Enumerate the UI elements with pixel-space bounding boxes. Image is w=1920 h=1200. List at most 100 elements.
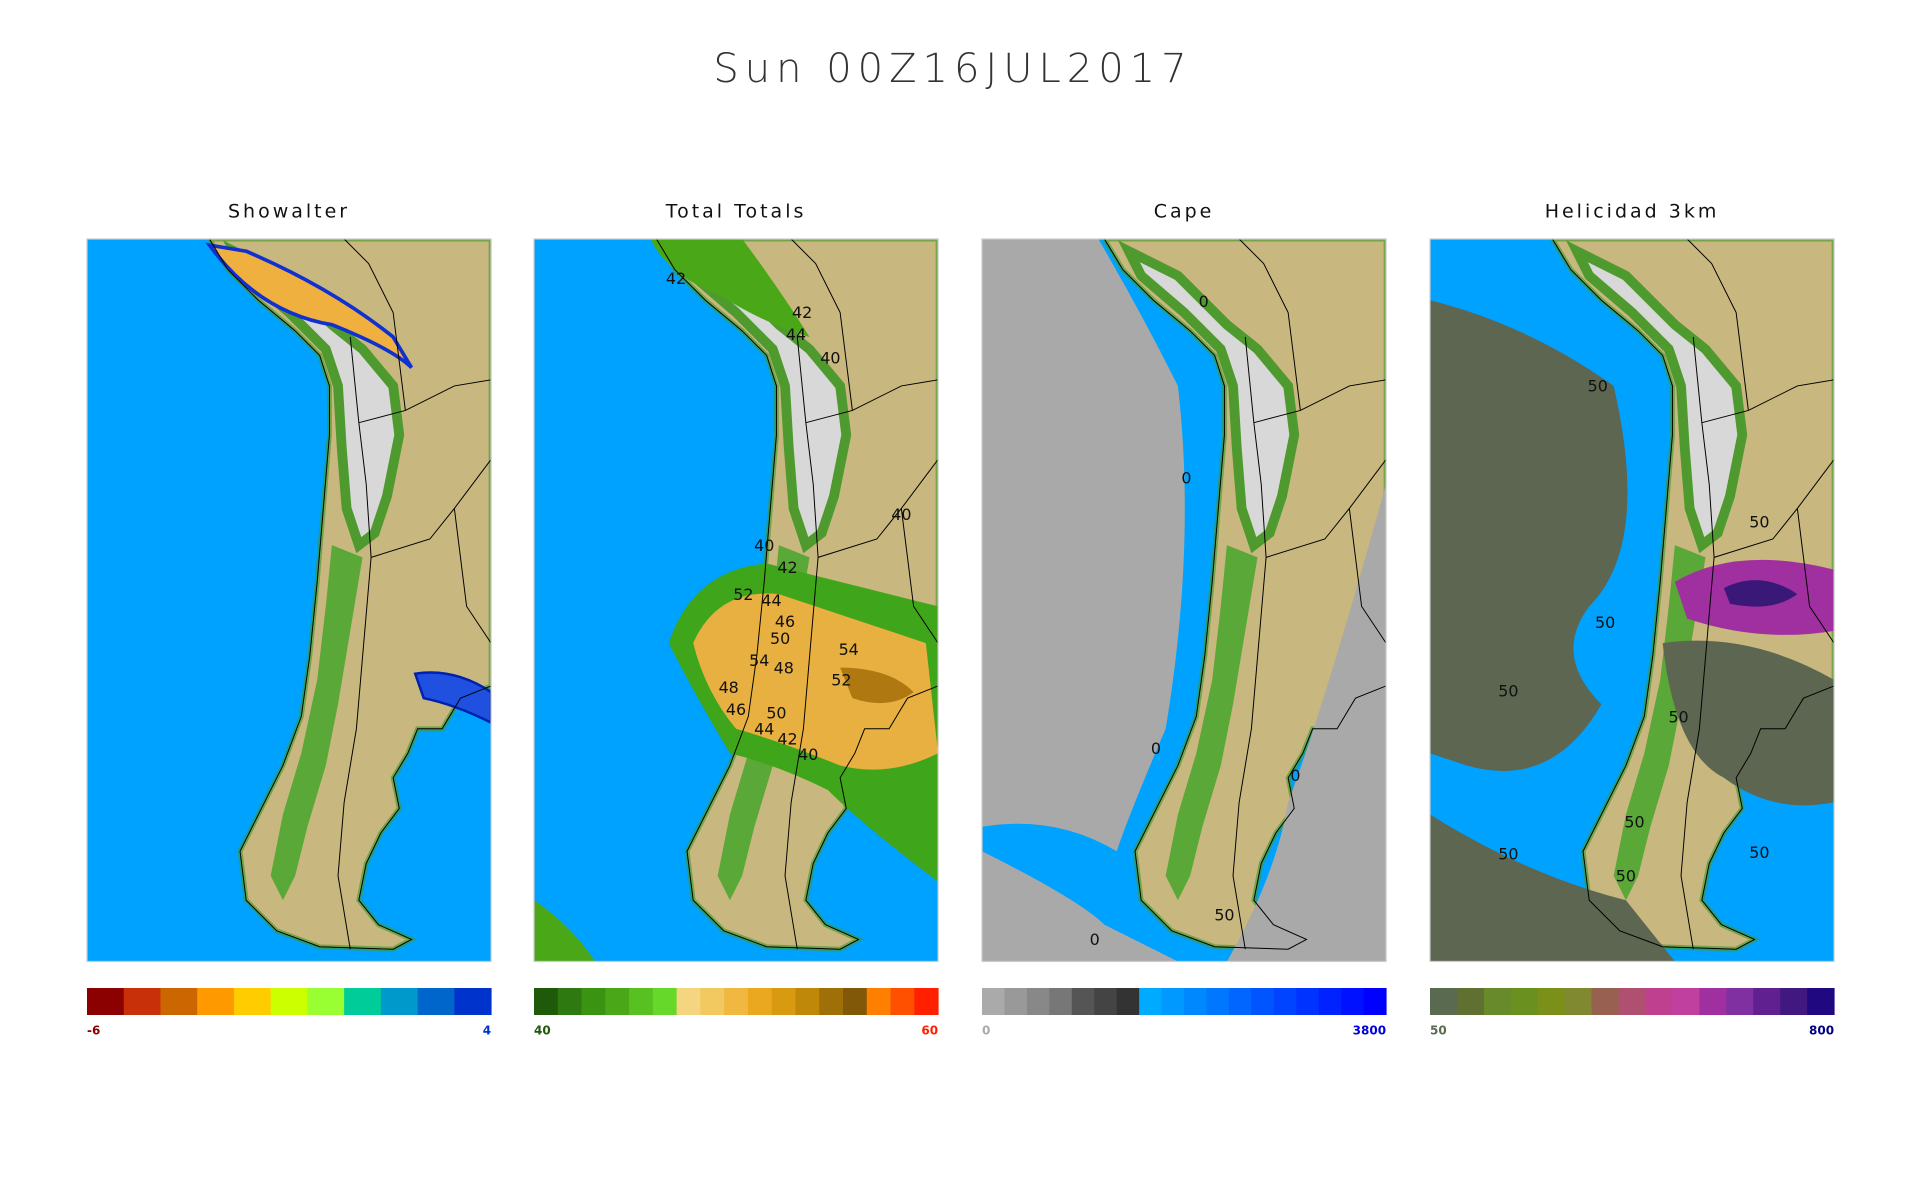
lowlands [1165, 545, 1258, 901]
colorbar-swatch [1139, 988, 1163, 1015]
border [1680, 336, 1715, 950]
page-title: Sun 00Z16JUL2017 [713, 46, 1192, 92]
colorbar-swatch [771, 988, 796, 1015]
colorbar-swatch [819, 988, 844, 1015]
showalter-contour [413, 671, 492, 725]
colorbar-swatch [1807, 988, 1835, 1015]
colorbar-swatch [557, 988, 583, 1015]
colorbar-swatch [1363, 988, 1387, 1015]
colorbar-swatch [344, 988, 382, 1015]
colorbar-swatch [1206, 988, 1230, 1015]
contour-label: 40 [891, 505, 911, 524]
contour-label: 50 [1749, 513, 1769, 532]
colorbar-swatch [1341, 988, 1365, 1015]
helicity-olive [1430, 300, 1628, 771]
panel-title: Total Totals [665, 201, 807, 223]
lowlands [1613, 545, 1706, 901]
map: 0 0 0 0 50 0 [981, 238, 1387, 963]
tt-orange [693, 593, 939, 770]
contour-label: 50 [1749, 843, 1769, 862]
helicity-core [1723, 580, 1798, 607]
border [1348, 508, 1387, 644]
colorbar-swatch [1699, 988, 1727, 1015]
colorbar-swatch [1318, 988, 1342, 1015]
colorbar-swatch [843, 988, 868, 1015]
colorbar-swatch [1228, 988, 1252, 1015]
colorbar-swatch [123, 988, 161, 1015]
contour-label: 44 [754, 720, 774, 739]
colorbar-swatch [1251, 988, 1275, 1015]
contour-label: 50 [766, 704, 786, 723]
contour-label: 52 [831, 671, 851, 690]
colorbar-min: 40 [534, 1024, 551, 1038]
border [337, 336, 372, 950]
contour-label: 54 [749, 651, 769, 670]
colorbar-swatch [270, 988, 308, 1015]
andes [1565, 240, 1748, 554]
contour-label: 42 [777, 558, 797, 577]
colorbar-swatch [1161, 988, 1185, 1015]
colorbar-min: -6 [87, 1024, 100, 1038]
colorbar-swatch [1591, 988, 1620, 1015]
contour-label: 40 [820, 349, 840, 368]
map-content: 0 0 0 0 50 0 [982, 239, 1387, 962]
colorbar-swatch [1456, 988, 1485, 1015]
colorbar-swatch [1296, 988, 1320, 1015]
colorbar-swatch [724, 988, 749, 1015]
colorbar-swatch [417, 988, 455, 1015]
border [1253, 379, 1387, 424]
panel-title: Helicidad 3km [1545, 201, 1720, 223]
lowlands [270, 545, 363, 901]
colorbar-swatch [233, 988, 272, 1015]
contour-label: 44 [786, 325, 806, 344]
colorbar-swatch [1780, 988, 1808, 1015]
colorbar-swatch [454, 988, 492, 1015]
contour-label: 50 [1498, 844, 1518, 863]
contour-label: 42 [777, 729, 797, 748]
colorbar-swatch [1004, 988, 1028, 1015]
border [370, 459, 492, 558]
map-frame [981, 238, 1387, 963]
colorbar-swatch [1094, 988, 1118, 1015]
colorbar-swatch [1537, 988, 1566, 1015]
border [900, 508, 939, 644]
colorbar-swatch [629, 988, 654, 1015]
colorbar-swatch [1618, 988, 1647, 1015]
cape-gray [982, 239, 1185, 852]
map-content [87, 239, 492, 962]
border [790, 239, 853, 411]
colorbar-min: 0 [982, 1024, 990, 1038]
cape-gray [982, 851, 1178, 962]
map-content: 50 50 50 50 50 50 50 50 50 [1430, 239, 1835, 962]
map: 50 50 50 50 50 50 50 50 50 [1429, 238, 1835, 963]
colorbar-swatch [676, 988, 701, 1015]
map-frame [533, 238, 939, 963]
colorbar-max: 60 [921, 1024, 938, 1038]
contour-label: 52 [733, 585, 753, 604]
border [453, 508, 492, 644]
border [1238, 239, 1301, 411]
border [1796, 508, 1835, 644]
border [817, 459, 939, 558]
contour-label: 50 [1624, 813, 1644, 832]
border [1265, 459, 1387, 558]
contour-label: 54 [839, 640, 859, 659]
colorbar-swatch [866, 988, 892, 1015]
andes [1117, 240, 1300, 554]
colorbar-swatch [605, 988, 630, 1015]
contour-label: 46 [775, 612, 795, 631]
colorbar-swatch [1273, 988, 1297, 1015]
border [1686, 239, 1749, 411]
colorbar-max: 3800 [1353, 1024, 1386, 1038]
colorbar-swatch [1049, 988, 1073, 1015]
contour-label: 50 [1595, 613, 1615, 632]
panel-title: Showalter [228, 201, 350, 223]
border [805, 379, 939, 424]
contour-label: 0 [1199, 292, 1209, 311]
colorbar-swatch [1184, 988, 1207, 1015]
colorbar-swatch [982, 988, 1005, 1015]
colorbar-swatch [747, 988, 773, 1015]
colorbar-swatch [1753, 988, 1781, 1015]
border [784, 336, 819, 950]
